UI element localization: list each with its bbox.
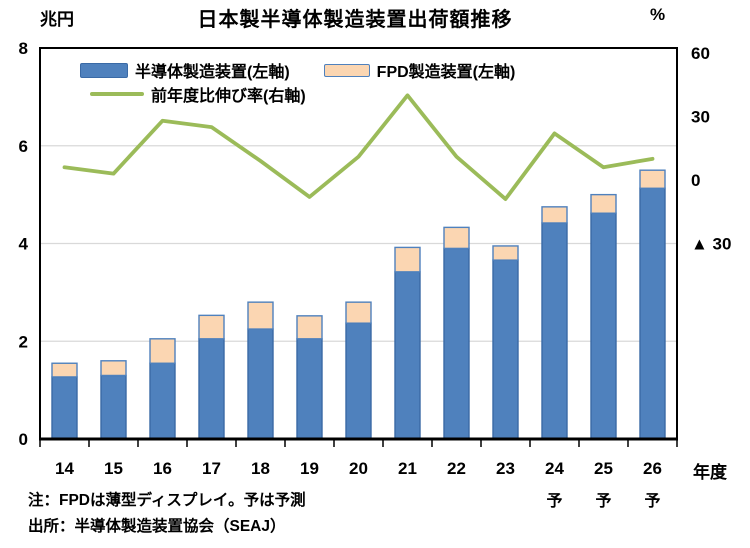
legend: 半導体製造装置(左軸) FPD製造装置(左軸) 前年度比伸び率(右軸): [80, 58, 549, 106]
chart-title: 日本製半導体製造装置出荷額推移: [197, 9, 513, 31]
bar-semiconductor: [443, 247, 470, 440]
bar-semiconductor: [247, 328, 274, 440]
left-axis-tick-label: 8: [19, 39, 28, 58]
bar-fpd: [149, 338, 176, 364]
footnote-fpd: 注：FPDは薄型ディスプレイ。予は予測: [28, 492, 306, 509]
bar-fpd: [100, 360, 127, 377]
legend-item-semiconductor: 半導体製造装置(左軸): [80, 58, 290, 82]
legend-label-semiconductor: 半導体製造装置(左軸): [135, 64, 290, 81]
x-axis-category-label: 16: [153, 459, 172, 478]
x-axis-unit-label: 年度: [693, 463, 727, 482]
fpd-bar-swatch-icon: [323, 63, 370, 77]
left-axis-unit-label: 兆円: [40, 10, 74, 29]
right-axis-tick-label: ▲ 30: [691, 235, 731, 254]
bar-fpd: [247, 301, 274, 330]
forecast-marker-label: 予: [644, 492, 660, 510]
bar-semiconductor: [296, 338, 323, 440]
bar-semiconductor: [149, 362, 176, 440]
bar-fpd: [394, 246, 421, 273]
bar-semiconductor: [198, 338, 225, 440]
footnote-source: 出所：半導体製造装置協会（SEAJ）: [28, 518, 286, 535]
bar-semiconductor: [394, 271, 421, 440]
right-axis-unit-label: %: [650, 5, 666, 24]
bar-fpd: [492, 245, 519, 261]
x-axis-category-label: 22: [447, 459, 466, 478]
semiconductor-bar-swatch-icon: [80, 62, 128, 78]
x-axis-category-label: 21: [398, 459, 417, 478]
bar-fpd: [51, 362, 78, 378]
right-axis-tick-label: 0: [691, 171, 700, 190]
bar-semiconductor: [345, 322, 372, 440]
bar-fpd: [345, 301, 372, 324]
legend-label-growth: 前年度比伸び率(右軸): [151, 88, 306, 105]
forecast-marker-label: 予: [546, 492, 562, 510]
legend-item-fpd: FPD製造装置(左軸): [323, 58, 516, 82]
x-axis-category-label: 17: [202, 459, 221, 478]
growth-line: [62, 93, 655, 201]
right-axis-tick-label: 60: [691, 44, 710, 63]
legend-label-fpd: FPD製造装置(左軸): [376, 64, 516, 81]
legend-item-growth: 前年度比伸び率(右軸): [90, 82, 306, 106]
x-axis-category-label: 20: [349, 459, 368, 478]
bar-fpd: [541, 206, 568, 224]
x-axis-category-label: 23: [496, 459, 515, 478]
left-axis-tick-label: 6: [19, 137, 28, 156]
bar-semiconductor: [51, 376, 78, 440]
bar-semiconductor: [639, 187, 666, 440]
bar-fpd: [198, 314, 225, 340]
x-axis-category-label: 18: [251, 459, 270, 478]
bar-semiconductor: [100, 374, 127, 440]
x-axis-category-label: 26: [643, 459, 662, 478]
bar-fpd: [296, 315, 323, 340]
x-axis-category-label: 14: [55, 459, 74, 478]
bar-semiconductor: [492, 259, 519, 440]
x-axis-category-label: 15: [104, 459, 123, 478]
left-axis-tick-label: 4: [19, 235, 29, 254]
forecast-marker-label: 予: [595, 492, 611, 510]
legend-row-1: 半導体製造装置(左軸) FPD製造装置(左軸): [80, 58, 549, 82]
left-axis-tick-label: 0: [19, 430, 28, 449]
bar-semiconductor: [590, 212, 617, 440]
bar-fpd: [443, 226, 470, 250]
x-axis-category-label: 24: [545, 459, 564, 478]
left-axis-tick-label: 2: [19, 332, 28, 351]
bar-fpd: [590, 193, 617, 214]
legend-row-2: 前年度比伸び率(右軸): [90, 82, 549, 106]
right-axis-tick-label: 30: [691, 107, 710, 126]
bar-semiconductor: [541, 222, 568, 440]
bar-fpd: [639, 169, 666, 189]
x-axis-category-label: 25: [594, 459, 613, 478]
growth-line-swatch-icon: [90, 92, 144, 96]
x-axis-category-label: 19: [300, 459, 319, 478]
